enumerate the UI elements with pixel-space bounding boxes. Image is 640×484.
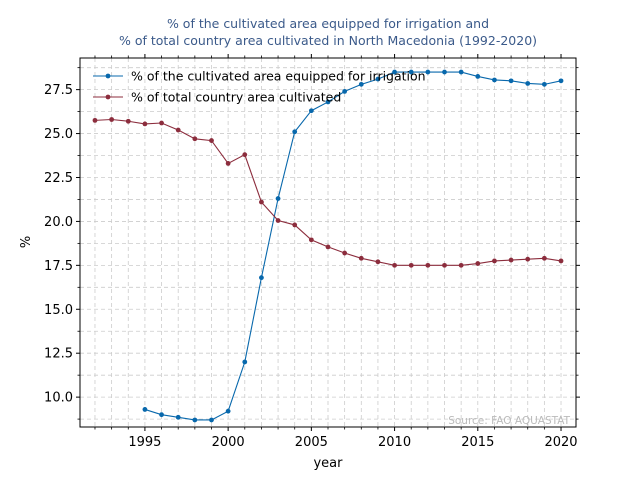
data-point-series-1 — [475, 74, 481, 79]
legend-label-1: % of the cultivated area equipped for ir… — [131, 69, 426, 84]
data-point-series-2 — [175, 127, 181, 133]
data-point-series-1 — [375, 76, 381, 82]
series-line-1 — [144, 71, 562, 421]
y-tick-label: 12.5 — [44, 347, 73, 362]
legend-label-2: % of total country area cultivated — [131, 90, 341, 105]
data-point-series-2 — [159, 120, 164, 126]
data-point-series-1 — [508, 78, 514, 84]
data-point-series-1 — [159, 412, 164, 418]
axes: 1995 2000 2005 2010 2015 2020 10.0 12.5 15.0 17.5… — [44, 54, 580, 450]
data-point-series-1 — [492, 77, 497, 83]
y-axis-label: % — [19, 236, 34, 248]
x-tick-label: 2010 — [378, 435, 411, 450]
data-point-series-2 — [259, 199, 264, 205]
chart-title-line2: % of total country area cultivated in No… — [119, 33, 537, 48]
data-point-series-1 — [408, 69, 414, 75]
data-point-series-1 — [225, 408, 231, 414]
y-tick-label: 27.5 — [44, 83, 73, 98]
data-point-series-1 — [358, 81, 364, 87]
data-point-series-2 — [92, 117, 98, 123]
data-point-series-1 — [209, 417, 214, 423]
data-point-series-2 — [442, 262, 447, 268]
data-point-series-2 — [225, 161, 231, 166]
data-point-series-1 — [392, 69, 397, 75]
x-tick-label: 1995 — [128, 435, 161, 450]
chart-title-line1: % of the cultivated area equipped for ir… — [167, 16, 489, 31]
y-tick-label: 25.0 — [44, 127, 73, 142]
grid-lines — [80, 58, 576, 427]
data-point-series-2 — [458, 262, 464, 268]
data-point-series-1 — [292, 129, 298, 135]
x-axis-label: year — [313, 456, 343, 471]
data-point-series-1 — [425, 69, 431, 75]
y-tick-label: 17.5 — [44, 259, 73, 274]
data-point-series-1 — [442, 69, 447, 75]
data-point-series-2 — [525, 256, 531, 262]
data-point-series-2 — [558, 258, 564, 264]
x-tick-label: 2005 — [295, 435, 328, 450]
series-lines — [92, 69, 564, 423]
data-point-series-1 — [192, 417, 198, 423]
data-point-series-1 — [525, 81, 531, 86]
data-point-series-1 — [142, 407, 148, 412]
data-point-series-2 — [508, 257, 514, 263]
data-point-series-2 — [292, 222, 298, 228]
data-point-series-1 — [541, 81, 547, 87]
y-tick-label: 15.0 — [44, 303, 73, 318]
data-point-series-2 — [308, 237, 314, 243]
data-point-series-2 — [125, 118, 131, 124]
data-point-series-2 — [475, 261, 481, 266]
data-point-series-2 — [242, 152, 248, 158]
legend: % of the cultivated area equipped for ir… — [93, 69, 426, 105]
data-point-series-2 — [358, 255, 364, 261]
data-point-series-1 — [308, 108, 314, 114]
data-point-series-1 — [259, 275, 264, 281]
data-point-series-2 — [209, 138, 214, 143]
legend-marker-1 — [105, 73, 111, 79]
data-point-series-1 — [458, 69, 464, 75]
data-point-series-1 — [558, 78, 564, 84]
data-point-series-2 — [109, 117, 115, 122]
data-point-series-2 — [492, 258, 497, 264]
source-note: Source: FAO AQUASTAT — [448, 415, 570, 427]
data-point-series-2 — [541, 255, 547, 261]
y-tick-label: 10.0 — [44, 391, 73, 406]
y-tick-label: 22.5 — [44, 171, 73, 186]
data-point-series-1 — [175, 414, 181, 420]
data-point-series-2 — [192, 136, 198, 142]
data-point-series-2 — [275, 218, 281, 223]
data-point-series-2 — [408, 262, 414, 268]
data-point-series-2 — [425, 262, 431, 268]
data-point-series-1 — [325, 99, 331, 105]
data-point-series-2 — [375, 259, 381, 265]
data-point-series-1 — [275, 196, 281, 201]
data-point-series-1 — [342, 88, 348, 94]
data-point-series-2 — [325, 244, 331, 250]
y-tick-label: 20.0 — [44, 215, 73, 230]
data-point-series-2 — [142, 121, 148, 127]
x-tick-label: 2000 — [212, 435, 245, 450]
data-point-series-2 — [392, 262, 397, 268]
x-tick-label: 2020 — [544, 435, 577, 450]
data-point-series-2 — [342, 250, 348, 256]
data-point-series-1 — [242, 359, 248, 365]
legend-marker-2 — [105, 94, 111, 100]
x-tick-label: 2015 — [461, 435, 494, 450]
